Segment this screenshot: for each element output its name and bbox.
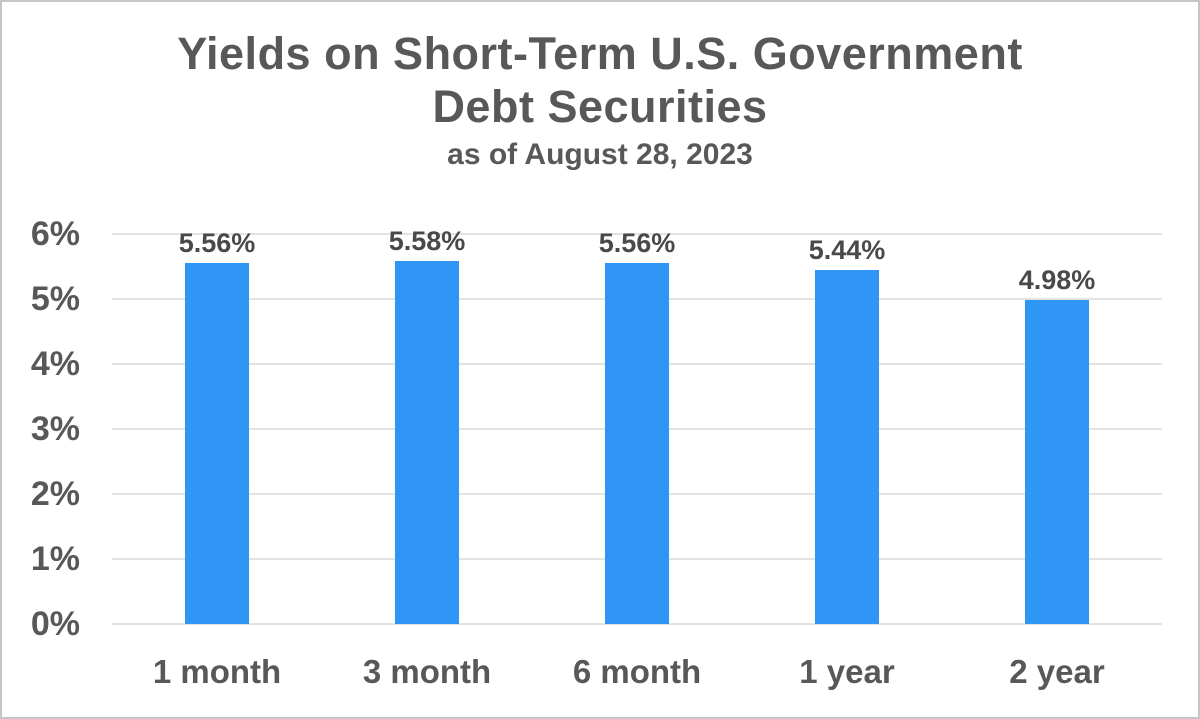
x-axis-category-label: 1 year [799, 653, 895, 690]
y-axis-tick-label: 6% [30, 215, 80, 253]
bar-6-month [605, 262, 669, 624]
chart-title-line-2: Debt Securities [432, 80, 768, 132]
y-axis-tick-label: 1% [30, 540, 80, 578]
bar-1-year [815, 270, 879, 624]
y-axis-tick-label: 4% [30, 345, 80, 383]
bar-value-label: 5.56% [598, 227, 676, 258]
chart-title-line-1: Yields on Short-Term U.S. Government [177, 28, 1023, 79]
bar-value-label: 5.58% [388, 226, 466, 257]
y-axis-tick-label: 3% [30, 410, 80, 448]
bar-value-label: 4.98% [1018, 265, 1096, 296]
x-axis-category-label: 1 month [152, 653, 282, 690]
y-axis-tick-label: 2% [30, 475, 80, 513]
bar-1-month [185, 262, 249, 624]
bar-value-label: 5.56% [178, 227, 256, 258]
y-axis-tick-label: 0% [30, 605, 80, 643]
gridline-6% [112, 233, 1162, 235]
bar-value-label: 5.44% [808, 235, 886, 266]
y-axis-tick-label: 5% [30, 280, 80, 318]
x-axis-category-label: 3 month [362, 653, 492, 690]
x-axis-category-label: 6 month [572, 653, 702, 690]
gridline-0% [112, 623, 1162, 625]
bar-2-year [1025, 300, 1089, 624]
x-axis-category-label: 2 year [1009, 653, 1105, 690]
chart-subtitle: as of August 28, 2023 [447, 138, 753, 172]
bar-3-month [395, 261, 459, 624]
chart-header: Yields on Short-Term U.S. Government Deb… [2, 28, 1198, 172]
